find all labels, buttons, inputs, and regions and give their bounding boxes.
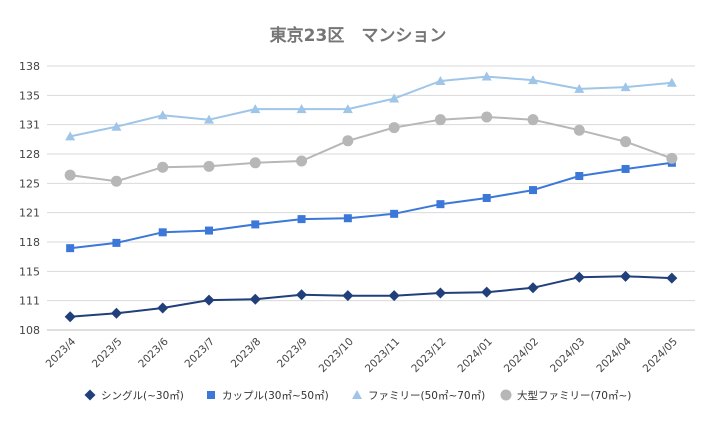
- gridlines: [47, 65, 695, 331]
- data-point: [158, 228, 167, 237]
- legend-label: ファミリー(50㎡~70㎡): [368, 390, 485, 402]
- data-point: [481, 71, 492, 81]
- data-point: [342, 135, 354, 147]
- series-diamond: [64, 270, 678, 323]
- series-triangle: [65, 71, 677, 141]
- data-point: [574, 83, 585, 93]
- data-point: [66, 244, 75, 253]
- legend-marker-triangle: [352, 390, 362, 399]
- data-point: [204, 114, 214, 124]
- data-point: [157, 302, 169, 314]
- data-point: [110, 307, 122, 319]
- data-point: [388, 290, 400, 302]
- y-axis-labels: 108 111 115 118 121 125 128 131 135 138: [19, 60, 40, 337]
- data-point: [620, 270, 632, 282]
- legend-item: シングル(~30㎡): [84, 389, 184, 402]
- data-point: [435, 75, 446, 85]
- series-circle: [64, 111, 678, 187]
- data-point: [666, 152, 678, 164]
- y-tick-label: 125: [19, 177, 40, 190]
- data-point: [436, 200, 445, 209]
- data-point: [573, 124, 585, 136]
- data-point: [575, 172, 584, 180]
- data-point: [481, 286, 493, 298]
- data-point: [251, 220, 260, 229]
- data-point: [481, 111, 493, 123]
- data-point: [112, 238, 121, 247]
- legend-marker-square: [207, 391, 215, 399]
- legend: シングル(~30㎡) カップル(30㎡~50㎡) ファミリー(50㎡~70㎡) 大型フ…: [84, 389, 631, 402]
- data-point: [249, 293, 261, 305]
- data-point: [250, 104, 261, 114]
- y-tick-label: 108: [19, 324, 40, 337]
- data-point: [666, 272, 678, 284]
- data-point: [157, 161, 169, 173]
- y-tick-label: 131: [19, 119, 40, 132]
- series-layer: [64, 71, 678, 323]
- data-point: [342, 104, 353, 114]
- data-point: [297, 215, 306, 224]
- y-tick-label: 138: [19, 60, 40, 73]
- data-point: [527, 282, 539, 294]
- data-point: [110, 175, 122, 187]
- data-point: [666, 77, 677, 87]
- data-point: [620, 82, 631, 92]
- data-point: [64, 169, 76, 181]
- data-point: [296, 155, 308, 167]
- legend-marker-circle: [500, 389, 512, 401]
- legend-item: 大型ファミリー(70㎡~): [500, 389, 631, 402]
- y-tick-label: 121: [19, 207, 40, 220]
- legend-item: カップル(30㎡~50㎡): [207, 390, 329, 402]
- legend-label: カップル(30㎡~50㎡): [222, 390, 329, 402]
- data-point: [296, 289, 308, 301]
- legend-item: ファミリー(50㎡~70㎡): [352, 390, 485, 402]
- data-point: [296, 104, 307, 114]
- series-line: [69, 75, 672, 138]
- data-point: [620, 136, 632, 148]
- data-point: [434, 287, 446, 299]
- data-point: [529, 186, 537, 195]
- legend-label: シングル(~30㎡): [101, 389, 184, 402]
- data-point: [111, 121, 122, 131]
- y-tick-label: 128: [19, 148, 40, 161]
- data-point: [527, 114, 539, 126]
- y-tick-label: 111: [19, 295, 40, 308]
- series-square: [66, 158, 676, 253]
- data-point: [65, 131, 76, 141]
- data-point: [342, 290, 354, 302]
- data-point: [528, 75, 538, 85]
- data-point: [203, 294, 215, 306]
- legend-marker-diamond: [84, 389, 96, 401]
- y-tick-label: 118: [19, 236, 40, 249]
- data-point: [203, 160, 215, 172]
- data-point: [482, 194, 491, 202]
- data-point: [64, 311, 76, 323]
- chart-title: 東京23区 マンション: [270, 25, 447, 46]
- y-tick-label: 135: [19, 89, 40, 102]
- series-line: [69, 161, 673, 250]
- series-line: [70, 275, 672, 318]
- data-point: [205, 226, 213, 235]
- data-point: [249, 157, 261, 169]
- data-point: [573, 271, 585, 283]
- data-point: [390, 209, 399, 218]
- data-point: [389, 93, 400, 103]
- y-tick-label: 115: [19, 265, 40, 278]
- data-point: [157, 110, 168, 120]
- data-point: [343, 214, 352, 223]
- legend-label: 大型ファミリー(70㎡~): [517, 389, 631, 402]
- data-point: [621, 164, 630, 173]
- data-point: [434, 114, 446, 126]
- series-line: [69, 116, 673, 183]
- data-point: [388, 122, 400, 134]
